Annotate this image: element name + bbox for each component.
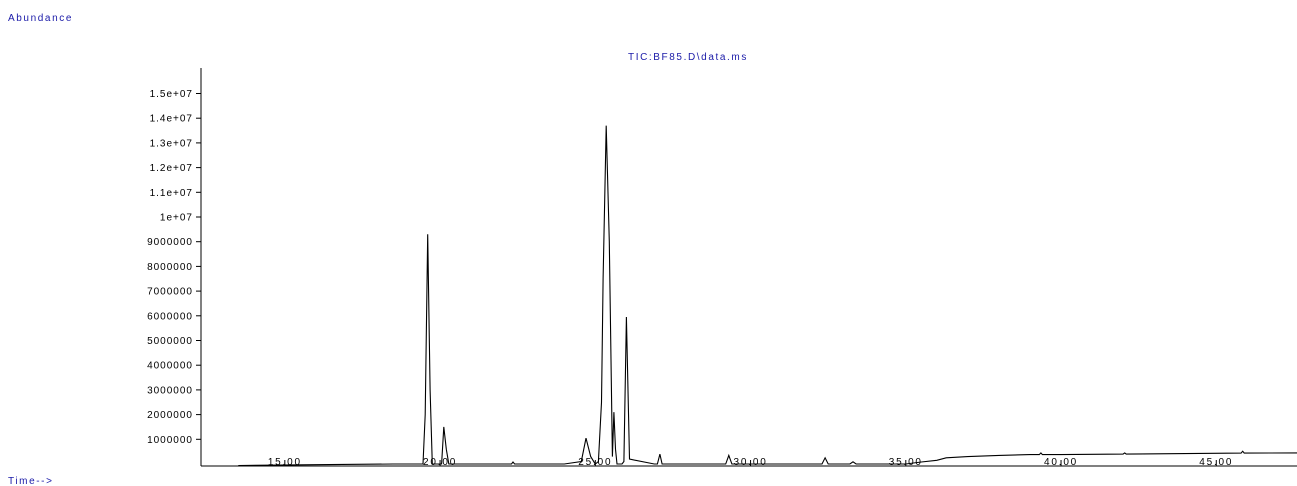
x-tick-label: 20.00 bbox=[423, 457, 457, 468]
y-axis-label: Abundance bbox=[8, 13, 73, 24]
x-tick-label: 30.00 bbox=[734, 457, 768, 468]
y-axis: 1000000 2000000 3000000 4000000 5000000 60000… bbox=[147, 89, 201, 446]
y-tick-label: 6000000 bbox=[147, 311, 193, 322]
y-tick-label: 4000000 bbox=[147, 361, 193, 372]
y-tick-label: 1.2e+07 bbox=[150, 163, 193, 174]
y-tick-label: 1.1e+07 bbox=[150, 188, 193, 199]
y-tick-label: 3000000 bbox=[147, 385, 193, 396]
x-tick-label: 45.00 bbox=[1199, 457, 1233, 468]
x-tick-label: 40.00 bbox=[1044, 457, 1078, 468]
y-tick-label: 1000000 bbox=[147, 435, 193, 446]
x-tick-label: 15.00 bbox=[268, 457, 302, 468]
y-tick-label: 1e+07 bbox=[160, 213, 193, 224]
y-tick-label: 1.5e+07 bbox=[150, 89, 193, 100]
x-axis-label: Time--> bbox=[8, 476, 54, 486]
chart-title: TIC:BF85.D\data.ms bbox=[628, 52, 748, 63]
y-tick-label: 9000000 bbox=[147, 237, 193, 248]
y-tick-label: 1.3e+07 bbox=[150, 138, 193, 149]
y-tick-label: 5000000 bbox=[147, 336, 193, 347]
tic-trace-line bbox=[238, 125, 1297, 467]
y-tick-label: 1.4e+07 bbox=[150, 114, 193, 125]
y-tick-label: 8000000 bbox=[147, 262, 193, 273]
y-tick-label: 7000000 bbox=[147, 287, 193, 298]
x-tick-label: 35.00 bbox=[889, 457, 923, 468]
y-tick-label: 2000000 bbox=[147, 410, 193, 421]
x-tick-label: 25.00 bbox=[578, 457, 612, 468]
